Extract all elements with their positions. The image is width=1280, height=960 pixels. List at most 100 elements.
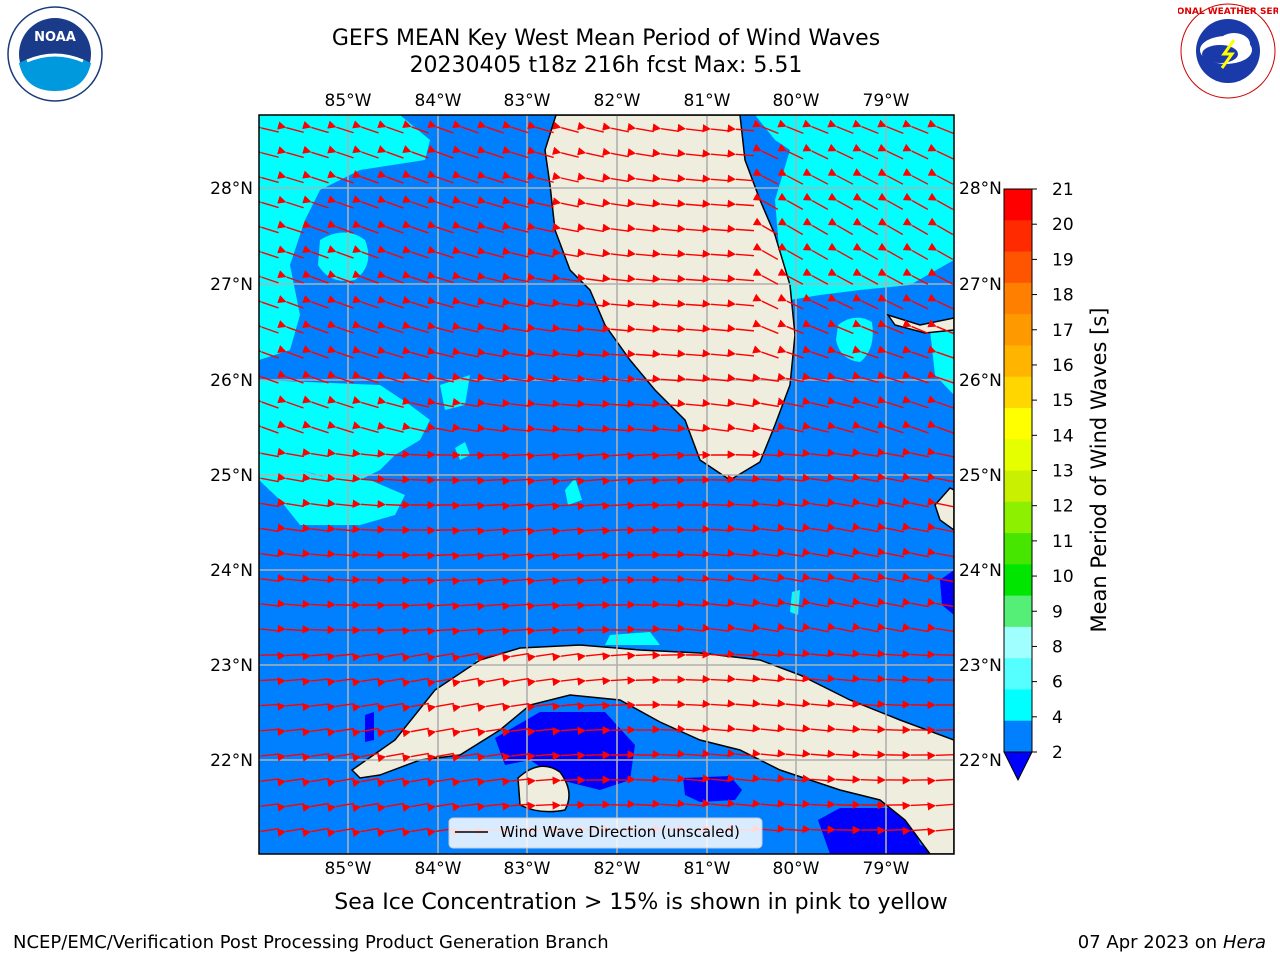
wave-direction-arrow [902, 420, 929, 434]
wave-direction-arrow [352, 653, 380, 662]
wave-direction-arrow [652, 599, 680, 609]
wave-direction-arrow [877, 572, 904, 583]
wave-direction-arrow [502, 627, 530, 636]
noaa-logo-text: NOAA [34, 30, 76, 45]
wave-direction-arrow [302, 245, 329, 259]
wave-direction-arrow [577, 248, 605, 257]
wave-direction-arrow [377, 474, 405, 484]
wave-direction-arrow [627, 223, 655, 233]
wave-direction-arrow [677, 123, 705, 133]
wave-direction-arrow [777, 293, 804, 310]
wave-direction-arrow [477, 170, 504, 184]
wave-direction-arrow [402, 195, 429, 209]
wave-direction-arrow [402, 626, 430, 636]
wave-direction-arrow [352, 120, 379, 134]
wave-direction-arrow [502, 373, 530, 382]
wave-direction-arrow [927, 572, 954, 583]
wave-direction-arrow [852, 293, 879, 310]
wave-direction-arrow [927, 547, 954, 558]
wave-direction-arrow [727, 174, 755, 183]
wave-direction-arrow [352, 550, 380, 559]
wave-direction-arrow [452, 727, 479, 738]
wave-direction-arrow [427, 702, 454, 713]
wave-direction-arrow [477, 476, 505, 485]
wave-direction-arrow [902, 472, 929, 483]
wave-direction-arrow [302, 625, 330, 634]
wave-direction-arrow [827, 547, 854, 558]
wave-direction-arrow [259, 624, 280, 633]
wave-direction-arrow [727, 373, 755, 383]
lon-label: 85°W [325, 91, 372, 111]
wave-direction-arrow [302, 827, 329, 838]
wave-direction-arrow [777, 523, 805, 532]
wave-direction-arrow [752, 192, 779, 211]
wave-direction-arrow [327, 727, 355, 737]
wave-direction-arrow [727, 623, 755, 633]
wave-direction-arrow [752, 699, 780, 708]
wave-direction-arrow [577, 197, 604, 208]
wave-direction-arrow [402, 220, 429, 234]
wave-direction-arrow [777, 749, 805, 758]
wave-direction-arrow [352, 474, 380, 483]
wave-direction-arrow [377, 345, 404, 359]
wave-direction-arrow [777, 548, 804, 558]
wave-direction-arrow [602, 223, 630, 232]
wave-direction-arrow [852, 119, 879, 135]
wave-direction-arrow [827, 597, 854, 608]
wave-direction-arrow [727, 199, 755, 208]
wave-direction-arrow [802, 242, 829, 261]
wave-direction-arrow [602, 274, 630, 283]
wave-direction-arrow [477, 246, 504, 258]
wave-direction-arrow [552, 121, 579, 133]
wave-direction-arrow [427, 551, 455, 560]
wave-direction-arrow [477, 195, 504, 209]
wave-direction-arrow [577, 172, 604, 183]
wave-direction-arrow [902, 242, 929, 261]
wave-direction-arrow [902, 572, 929, 583]
wave-direction-arrow [602, 374, 630, 383]
wave-direction-arrow [477, 727, 505, 737]
lon-label: 81°W [684, 91, 731, 111]
wave-direction-arrow [702, 124, 730, 133]
wave-direction-arrow [902, 192, 929, 211]
wave-direction-arrow [827, 724, 855, 733]
wave-direction-arrow [877, 268, 904, 285]
wave-direction-arrow [627, 799, 655, 809]
wave-direction-arrow [452, 423, 479, 433]
wave-direction-arrow [277, 599, 305, 608]
wave-direction-arrow [927, 597, 954, 608]
wave-direction-arrow [452, 347, 479, 358]
wave-direction-arrow [302, 370, 329, 384]
wave-direction-arrow [852, 447, 879, 458]
wave-direction-arrow [352, 195, 379, 209]
wave-direction-arrow [259, 676, 280, 685]
wave-direction-arrow [452, 677, 479, 688]
lon-label: 80°W [773, 859, 820, 879]
wave-direction-arrow [802, 192, 829, 211]
wave-direction-arrow [527, 424, 555, 433]
wave-direction-arrow [902, 370, 929, 384]
wave-direction-arrow [677, 299, 705, 308]
wave-direction-arrow [452, 271, 479, 284]
wave-direction-arrow [627, 198, 655, 208]
lat-label: 27°N [210, 275, 253, 295]
wave-direction-arrow [452, 145, 479, 159]
wave-direction-arrow [852, 699, 880, 708]
wave-direction-arrow [727, 774, 755, 783]
wave-direction-arrow [552, 323, 580, 333]
wave-direction-arrow [702, 598, 730, 608]
wave-direction-arrow [302, 320, 329, 334]
wave-direction-arrow [552, 551, 580, 561]
wave-direction-arrow [752, 168, 779, 185]
wave-direction-arrow [502, 120, 529, 134]
wave-direction-arrow [652, 274, 680, 283]
wave-direction-arrow [702, 299, 730, 308]
wave-direction-arrow [552, 452, 580, 461]
wave-direction-arrow [552, 677, 580, 687]
wave-direction-arrow [477, 423, 505, 432]
wave-direction-arrow [577, 399, 605, 408]
wave-direction-arrow [527, 451, 555, 461]
wave-direction-arrow [677, 174, 705, 183]
wave-direction-arrow [902, 622, 929, 633]
wave-direction-arrow [327, 145, 354, 159]
